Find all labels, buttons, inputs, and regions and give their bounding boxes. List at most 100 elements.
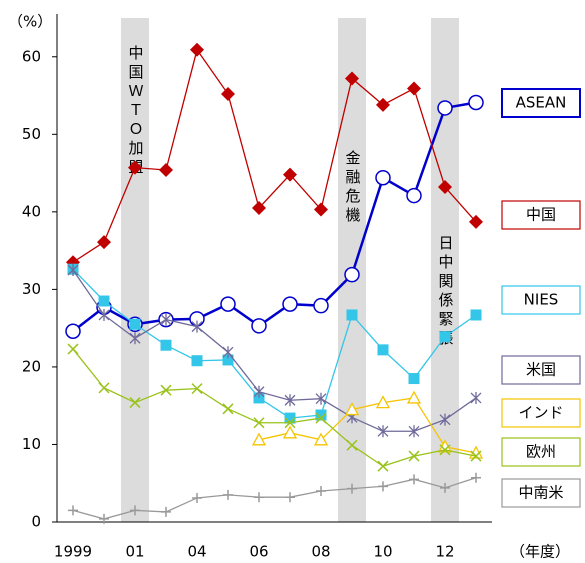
event-label: 中国ＷＴＯ加盟 (127, 45, 145, 178)
event-band (121, 18, 149, 522)
marker (129, 397, 141, 409)
y-tick-label: 40 (22, 202, 41, 220)
marker (315, 412, 327, 424)
marker (98, 295, 110, 307)
marker (284, 394, 296, 407)
marker (347, 483, 357, 494)
marker (222, 354, 234, 366)
x-tick-label: 10 (373, 543, 392, 561)
marker (159, 162, 173, 177)
marker (406, 187, 422, 204)
marker (222, 403, 234, 415)
x-tick-label: 04 (187, 543, 206, 561)
legend-box (501, 437, 581, 467)
marker (130, 505, 140, 516)
marker (160, 384, 172, 396)
x-tick-label: 08 (311, 543, 330, 561)
marker (129, 318, 141, 330)
marker (253, 417, 265, 429)
marker (313, 297, 329, 314)
marker (223, 489, 233, 500)
y-tick-label: 60 (22, 47, 41, 65)
marker (314, 202, 328, 217)
y-tick-label: 20 (22, 357, 41, 375)
marker (191, 383, 203, 395)
marker (316, 485, 326, 496)
marker (470, 450, 482, 462)
legend-box (501, 478, 581, 508)
marker (468, 94, 484, 111)
x-tick-label: 12 (435, 543, 454, 561)
marker (346, 309, 358, 321)
marker (254, 492, 264, 503)
y-tick-label: 0 (31, 513, 41, 531)
marker (283, 167, 297, 182)
legend-label: ASEAN (516, 94, 567, 112)
x-tick-label: 01 (125, 543, 144, 561)
y-tick-label: 30 (22, 280, 41, 298)
marker (284, 412, 296, 424)
marker (192, 492, 202, 503)
legend-label: 中南米 (518, 484, 563, 502)
legend-label: NIES (524, 291, 559, 309)
marker (253, 385, 265, 398)
marker (315, 409, 327, 421)
y-axis-label: （%） (8, 13, 52, 31)
marker (284, 417, 296, 429)
marker (346, 439, 358, 451)
marker (128, 160, 142, 175)
marker (67, 343, 79, 355)
legend-box (501, 398, 581, 428)
marker (439, 413, 451, 426)
marker (377, 425, 389, 438)
marker (376, 97, 390, 112)
y-tick-label: 50 (22, 125, 41, 143)
marker (285, 492, 295, 503)
marker (251, 318, 267, 334)
marker (408, 450, 420, 462)
marker (440, 482, 450, 493)
marker (439, 331, 451, 343)
marker (191, 320, 203, 333)
marker (375, 395, 391, 409)
marker (253, 392, 265, 404)
marker (437, 100, 453, 116)
marker (471, 472, 481, 483)
marker (220, 296, 236, 312)
legend-box (501, 285, 581, 315)
legend-label: 米国 (526, 361, 556, 379)
legend-label: インド (518, 404, 563, 422)
event-label: 日中関係緊張 (437, 235, 455, 349)
legend-box (501, 88, 581, 118)
legend-label: 欧州 (526, 443, 556, 461)
marker (344, 266, 360, 283)
marker (408, 373, 420, 385)
marker (251, 432, 267, 446)
x-axis-label: （年度） (510, 543, 570, 561)
marker (409, 474, 419, 485)
marker (252, 200, 266, 215)
x-tick-label: 1999 (54, 543, 92, 561)
marker (407, 81, 421, 96)
y-tick-label: 10 (22, 435, 41, 453)
marker (221, 86, 235, 101)
marker (375, 169, 391, 186)
marker (377, 460, 389, 472)
marker (99, 513, 109, 524)
marker (469, 214, 483, 229)
marker (345, 71, 359, 86)
marker (67, 264, 79, 276)
marker (406, 390, 422, 404)
marker (439, 444, 451, 456)
event-label: 金融危機 (344, 150, 362, 226)
marker (377, 344, 389, 356)
series-line (72, 477, 477, 520)
marker (344, 402, 360, 416)
series-line (258, 397, 477, 454)
marker (313, 432, 329, 446)
marker (438, 180, 452, 195)
marker (282, 425, 298, 439)
marker (222, 346, 234, 359)
marker (129, 332, 141, 345)
